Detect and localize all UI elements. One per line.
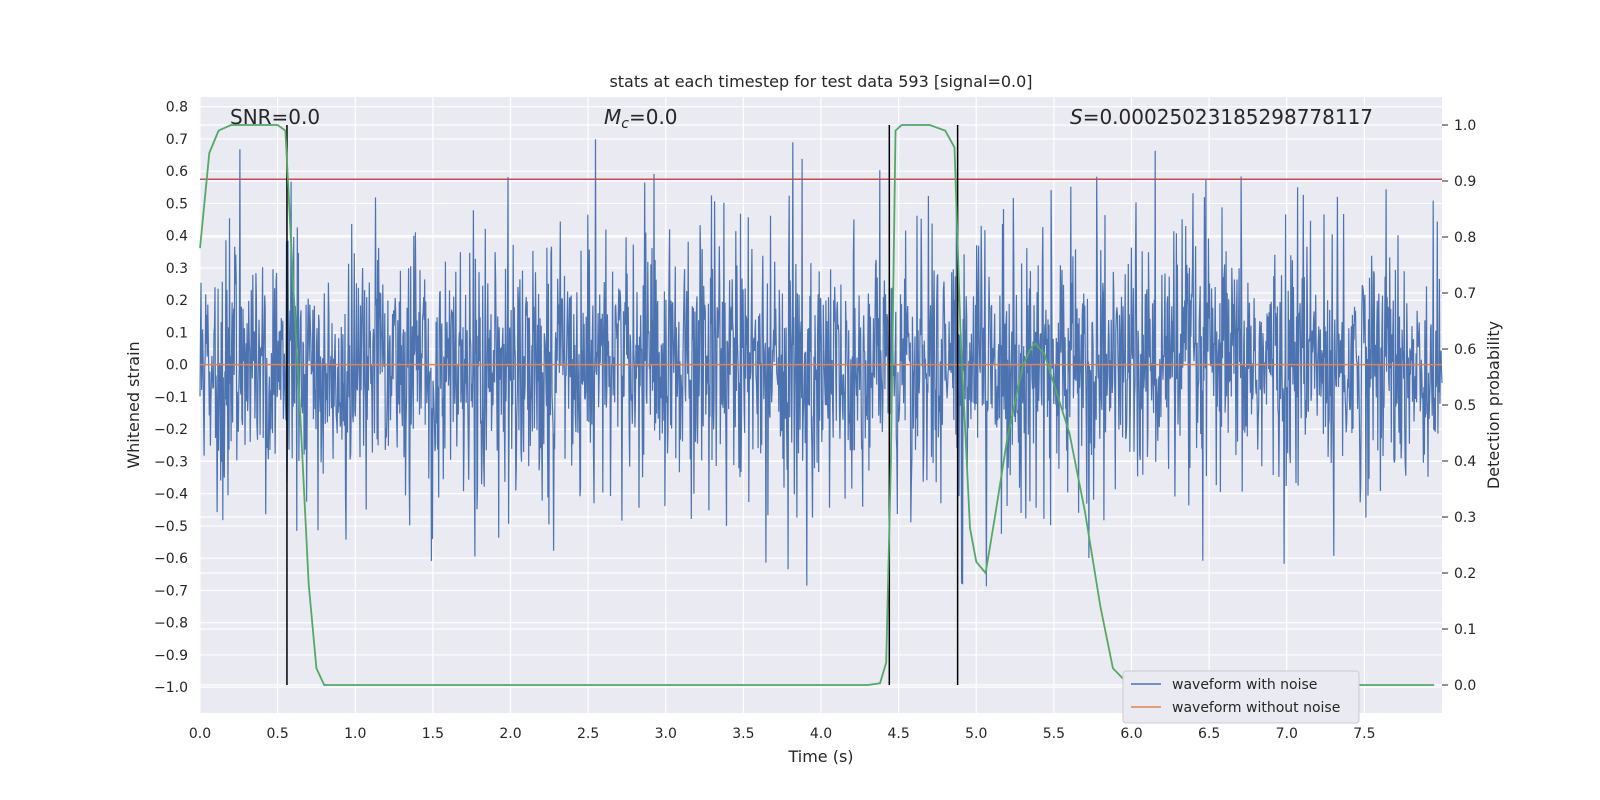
mc-value: =0.0 [629,105,678,129]
x-tick-label: 7.5 [1353,726,1375,742]
y-tick-label: −0.9 [154,648,188,664]
s-symbol: S [1070,105,1083,129]
legend-label-clean: waveform without noise [1172,700,1340,716]
y-tick-label: −0.6 [154,551,188,567]
y2-tick-label: 0.9 [1454,174,1476,190]
series-group [199,124,1442,686]
x-axis-label: Time (s) [787,747,853,766]
x-tick-label: 5.0 [965,726,987,742]
y-tick-label: −0.5 [154,519,188,535]
mc-annotation: Mc=0.0 [604,105,678,132]
y-tick-label: 0.2 [166,293,188,309]
x-tick-label: 4.0 [810,726,832,742]
y-tick-label: −0.7 [154,583,188,599]
x-tick-label: 3.5 [732,726,754,742]
y-tick-label: −0.2 [154,422,188,438]
s-value: =0.0002502318529877811​7 [1083,105,1373,129]
s-annotation: S=0.0002502318529877811​7 [1070,105,1373,129]
y-tick-label: 0.5 [166,196,188,212]
y-tick-label: 0.0 [166,358,188,374]
x-tick-label: 0.0 [189,726,211,742]
y-tick-label: 0.4 [166,229,188,245]
y-tick-label: −0.3 [154,454,188,470]
legend: waveform with noise waveform without noi… [1122,670,1360,724]
y2-tick-label: 1.0 [1454,118,1476,134]
x-tick-label: 7.0 [1276,726,1298,742]
y2-tick-label: 0.8 [1454,230,1476,246]
x-tick-label: 4.5 [887,726,909,742]
y2-tick-label: 0.2 [1454,566,1476,582]
y2-tick-label: 0.5 [1454,398,1476,414]
y-tick-label: −0.4 [154,487,188,503]
y-tick-label: −0.8 [154,616,188,632]
y2-tick-label: 0.0 [1454,678,1476,694]
waveform-with-noise-line [199,139,1443,587]
y2-tick-label: 0.4 [1454,454,1476,470]
y-tick-label: 0.7 [166,132,188,148]
y-tick-label: −1.0 [154,680,188,696]
mc-symbol: M [604,105,621,129]
x-tick-label: 2.5 [577,726,599,742]
x-tick-label: 2.0 [499,726,521,742]
y2-tick-label: 0.3 [1454,510,1476,526]
y2-tick-label: 0.7 [1454,286,1476,302]
legend-label-noise: waveform with noise [1172,677,1317,693]
mc-subscript: c [621,116,629,132]
snr-annotation: SNR=0.0 [230,105,320,129]
y2-tick-label: 0.6 [1454,342,1476,358]
y-axis-label: Whitened strain [124,341,143,468]
x-tick-label: 1.5 [422,726,444,742]
chart-title: stats at each timestep for test data 593… [609,72,1032,91]
x-tick-label: 6.0 [1120,726,1142,742]
y-tick-label: 0.6 [166,164,188,180]
y-tick-label: 0.3 [166,261,188,277]
x-tick-label: 3.0 [655,726,677,742]
y2-tick-label: 0.1 [1454,622,1476,638]
x-tick-label: 6.5 [1198,726,1220,742]
y2-axis-label: Detection probability [1484,321,1503,489]
x-tick-label: 5.5 [1043,726,1065,742]
y-tick-label: 0.8 [166,100,188,116]
x-tick-label: 0.5 [266,726,288,742]
y-tick-label: −0.1 [154,390,188,406]
x-tick-label: 1.0 [344,726,366,742]
detection-probability-line [199,124,1435,686]
legend-box [1122,670,1360,724]
y-tick-label: 0.1 [166,325,188,341]
series-waveform-with-noise [199,139,1443,587]
tick-labels: 0.0 0.5 1.0 1.5 2.0 2.5 3.0 3.5 4.0 4.5 5.0 5.5 6.0 6… [154,100,1476,742]
